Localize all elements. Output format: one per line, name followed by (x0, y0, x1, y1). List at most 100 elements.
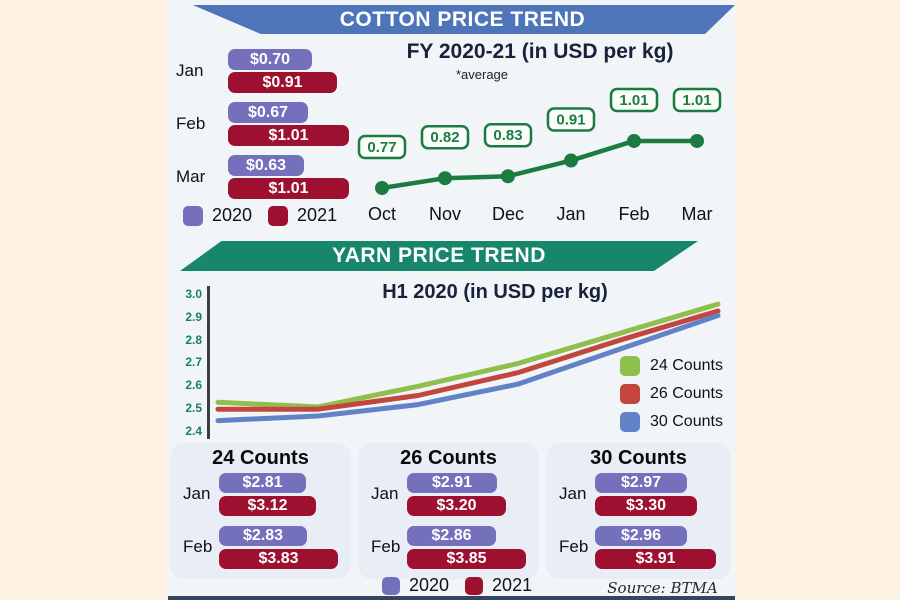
yarn-line-24 Counts (215, 301, 721, 410)
panel-bar-30 Counts-Jan-2020: $2.97 (595, 473, 687, 493)
value-label-Feb: 1.01 (619, 92, 648, 109)
cotton-trend-line (379, 138, 700, 191)
panel-bar-24 Counts-Jan-2021: $3.12 (219, 496, 316, 516)
cotton-bar-Jan-2021: $0.91 (228, 72, 337, 93)
legend-label-2020: 2020 (212, 205, 253, 225)
legend-label-30 Counts: 30 Counts (650, 413, 723, 430)
yarn-y-axis-line (207, 286, 210, 439)
yarn-line-30 Counts (215, 313, 721, 424)
cotton-bar-row-label-Feb: Feb (176, 114, 206, 133)
value-label-Oct: 0.77 (367, 139, 396, 156)
legend-label-2021: 2021 (492, 575, 533, 595)
legend-label-24 Counts: 24 Counts (650, 357, 723, 374)
footer-bar (168, 596, 735, 600)
yarn-line-26 Counts (215, 308, 721, 412)
x-axis-label-Nov: Nov (428, 204, 462, 224)
panel-row-label-Feb: Feb (371, 537, 401, 556)
cotton-bar-Mar-2021: $1.01 (228, 178, 349, 199)
cotton-chart-subtitle: *average (455, 67, 509, 82)
legend-swatch-2020 (382, 576, 400, 595)
legend-swatch-30 Counts (620, 412, 640, 432)
panel-row-label-Jan: Jan (183, 484, 211, 503)
cotton-bar-row-label-Mar: Mar (176, 167, 206, 186)
data-point-dot-Jan (564, 153, 578, 168)
legend-label-2020: 2020 (409, 575, 450, 595)
panel-title-24 Counts: 24 Counts (212, 447, 309, 469)
legend-swatch-2021 (268, 205, 289, 226)
cotton-bar-Feb-2020: $0.67 (228, 102, 308, 123)
yarn-chart-title: H1 2020 (in USD per kg) (382, 281, 608, 303)
yarn-ytick-2.4: 2.4 (185, 424, 202, 438)
value-label-box-Dec (483, 122, 533, 148)
cotton-bar-Mar-2020: $0.63 (228, 155, 304, 176)
yarn-line-chart (215, 301, 721, 424)
cotton-bar-Feb-2021: $1.01 (228, 125, 349, 146)
cotton-bar-Jan-2020: $0.70 (228, 49, 312, 70)
yarn-banner-label: YARN PRICE TREND (332, 244, 546, 267)
cotton-bar-row-label-Jan: Jan (176, 61, 204, 80)
panel-row-label-Jan: Jan (559, 484, 587, 503)
legend-swatch-24 Counts (620, 356, 640, 376)
legend-swatch-2021 (465, 576, 484, 595)
panel-bar-30 Counts-Jan-2021: $3.30 (595, 496, 697, 516)
value-label-Mar: 1.01 (682, 92, 711, 109)
value-label-Dec: 0.83 (493, 127, 522, 144)
panel-title-26 Counts: 26 Counts (400, 447, 497, 469)
legend-label-2021: 2021 (297, 205, 338, 225)
data-point-dot-Oct (375, 181, 389, 195)
panel-bar-26 Counts-Jan-2021: $3.20 (407, 496, 506, 516)
x-axis-label-Dec: Dec (491, 204, 525, 224)
x-axis-label-Mar: Mar (681, 204, 713, 224)
panel-bar-30 Counts-Feb-2021: $3.91 (595, 549, 716, 569)
yarn-legend-item-26 Counts: 26 Counts (620, 384, 723, 404)
yarn-panel-30 Counts: 30 Counts Jan $2.97 $3.30 Feb $2.96 $3.91 (546, 443, 731, 579)
yarn-ytick-2.9: 2.9 (185, 310, 202, 324)
data-point-dot-Nov (438, 171, 452, 186)
legend-swatch-26 Counts (620, 384, 640, 404)
cotton-chart-title: FY 2020-21 (in USD per kg) (406, 40, 674, 63)
yarn-panel-26 Counts: 26 Counts Jan $2.91 $3.20 Feb $2.86 $3.85 (358, 443, 539, 579)
yarn-ytick-2.8: 2.8 (185, 333, 202, 347)
yarn-legend-item-30 Counts: 30 Counts (620, 412, 723, 432)
value-label-Jan: 0.91 (556, 112, 585, 129)
yarn-ytick-3.0: 3.0 (185, 287, 202, 301)
x-axis-label-Jan: Jan (556, 204, 586, 224)
cotton-banner-label: COTTON PRICE TREND (339, 8, 586, 31)
legend-label-26 Counts: 26 Counts (650, 385, 723, 402)
yarn-banner: YARN PRICE TREND (180, 241, 698, 271)
cotton-banner: COTTON PRICE TREND (192, 5, 735, 34)
legend-swatch-2020 (183, 205, 203, 226)
panel-bar-24 Counts-Feb-2021: $3.83 (219, 549, 338, 569)
cotton-legend: 2020 2021 (183, 205, 353, 226)
data-point-dot-Dec (501, 169, 515, 184)
value-label-box-Feb (609, 87, 659, 113)
value-label-box-Jan (546, 107, 596, 132)
source-credit: Source: BTMA (607, 579, 718, 597)
cotton-line-chart: 0.77 0.82 0.83 0.91 1.01 1.01 (357, 87, 722, 195)
value-label-Nov: 0.82 (430, 129, 459, 146)
panel-row-label-Feb: Feb (559, 537, 589, 556)
x-axis-label-Oct: Oct (367, 204, 397, 224)
bottom-legend: 2020 2021 (382, 575, 548, 596)
panel-bar-24 Counts-Jan-2020: $2.81 (219, 473, 306, 493)
data-point-dot-Feb (627, 133, 641, 148)
panel-title-30 Counts: 30 Counts (590, 447, 687, 469)
value-label-box-Nov (420, 124, 470, 150)
yarn-ytick-2.5: 2.5 (185, 401, 202, 415)
panel-bar-26 Counts-Feb-2020: $2.86 (407, 526, 496, 546)
panel-bar-26 Counts-Jan-2020: $2.91 (407, 473, 497, 493)
yarn-ytick-2.7: 2.7 (185, 355, 202, 369)
panel-row-label-Jan: Jan (371, 484, 399, 503)
yarn-ytick-2.6: 2.6 (185, 378, 202, 392)
panel-bar-30 Counts-Feb-2020: $2.96 (595, 526, 687, 546)
panel-row-label-Feb: Feb (183, 537, 213, 556)
panel-bar-24 Counts-Feb-2020: $2.83 (219, 526, 307, 546)
panel-bar-26 Counts-Feb-2021: $3.85 (407, 549, 526, 569)
value-label-box-Oct (357, 134, 407, 160)
x-axis-label-Feb: Feb (618, 204, 650, 224)
data-point-dot-Mar (690, 133, 704, 148)
yarn-panel-24 Counts: 24 Counts Jan $2.81 $3.12 Feb $2.83 $3.83 (170, 443, 351, 579)
value-label-box-Mar (672, 87, 722, 113)
yarn-legend-item-24 Counts: 24 Counts (620, 356, 723, 376)
